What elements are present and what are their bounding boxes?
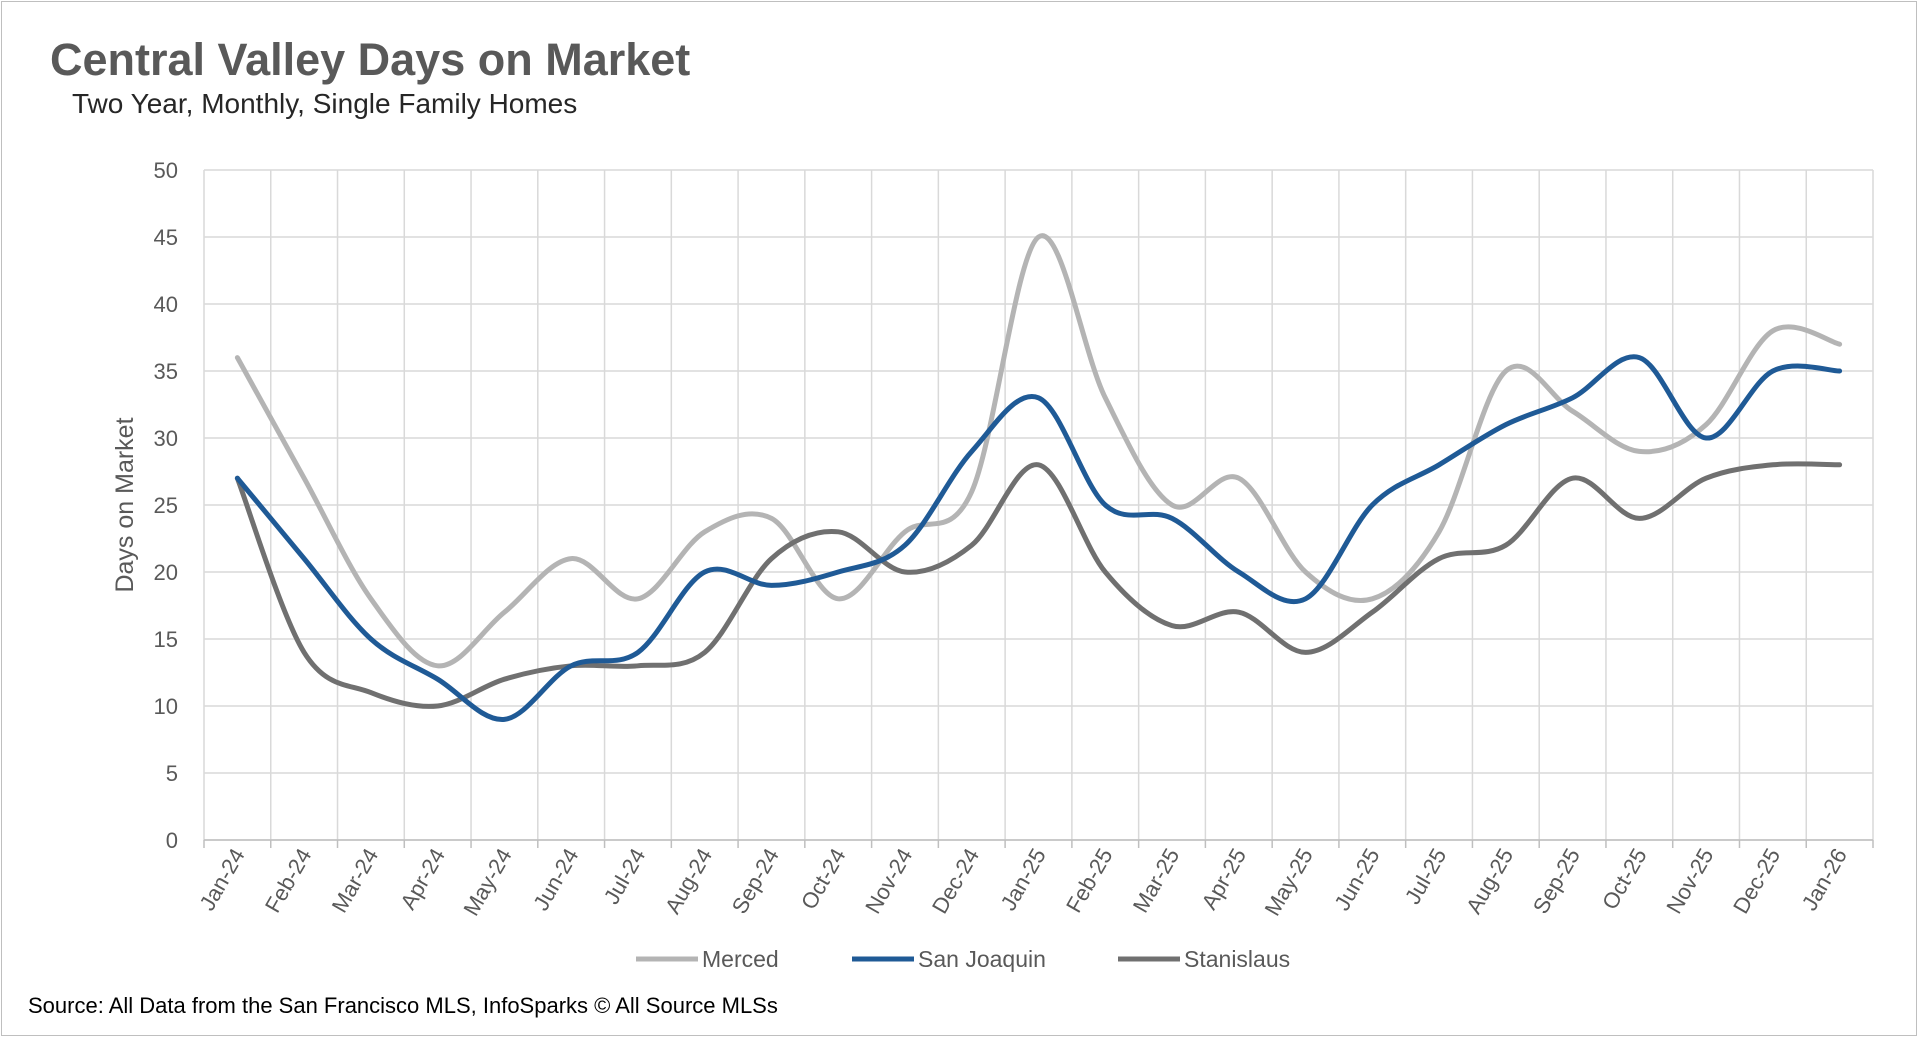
x-tick-label: Jan-25 <box>996 844 1051 915</box>
y-tick-label: 0 <box>166 828 178 853</box>
y-tick-label: 25 <box>154 493 178 518</box>
series-line-merced <box>234 233 1843 669</box>
legend-label: San Joaquin <box>918 946 1046 972</box>
x-tick-label: May-25 <box>1260 844 1318 920</box>
y-tick-label: 20 <box>154 560 178 585</box>
y-axis-label: Days on Market <box>111 417 139 592</box>
x-tick-label: Feb-25 <box>1061 844 1118 917</box>
x-tick-label: Nov-24 <box>860 844 917 918</box>
x-tick-label: Mar-24 <box>327 844 383 917</box>
x-tick-label: Oct-25 <box>1597 844 1652 914</box>
y-tick-label: 50 <box>154 158 178 183</box>
x-tick-label: Jan-26 <box>1797 844 1852 915</box>
x-tick-label: Sep-25 <box>1528 844 1585 918</box>
y-tick-label: 30 <box>154 426 178 451</box>
legend: Merced San Joaquin Stanislaus <box>636 946 1290 972</box>
y-axis-ticks: 0 5 10 15 20 25 30 35 40 45 50 <box>154 158 178 853</box>
chart-title: Central Valley Days on Market <box>50 34 691 85</box>
legend-label: Stanislaus <box>1184 946 1290 972</box>
x-tick-label: Jul-24 <box>599 844 651 908</box>
x-tick-label: Mar-25 <box>1128 844 1184 917</box>
y-tick-label: 35 <box>154 359 178 384</box>
x-tick-label: Feb-24 <box>260 844 317 917</box>
y-tick-label: 10 <box>154 694 178 719</box>
x-tick-label: Aug-25 <box>1461 844 1518 918</box>
x-tick-label: Aug-24 <box>660 844 717 918</box>
x-tick-label: Sep-24 <box>727 844 784 918</box>
y-tick-label: 40 <box>154 292 178 317</box>
legend-label: Merced <box>702 946 779 972</box>
x-tick-label: Nov-25 <box>1661 844 1718 918</box>
x-tick-label: Dec-25 <box>1728 844 1785 918</box>
x-tick-label: Jan-24 <box>194 844 249 915</box>
x-tick-label: Jun-25 <box>1329 844 1384 915</box>
source-note: Source: All Data from the San Francisco … <box>28 993 778 1018</box>
chart-subtitle: Two Year, Monthly, Single Family Homes <box>72 88 578 119</box>
x-tick-label: Jun-24 <box>528 844 583 915</box>
x-tick-label: Apr-24 <box>395 844 450 914</box>
y-tick-label: 45 <box>154 225 178 250</box>
y-tick-label: 15 <box>154 627 178 652</box>
y-tick-label: 5 <box>166 761 178 786</box>
series-line-stanislaus <box>234 461 1843 709</box>
x-axis-ticks: Jan-24 Feb-24 Mar-24 Apr-24 May-24 Jun-24 Jul-… <box>194 844 1852 920</box>
series-line-san-joaquin <box>234 354 1843 722</box>
x-tick-label: May-24 <box>458 844 516 920</box>
x-tick-label: Jul-25 <box>1400 844 1452 908</box>
x-tick-label: Oct-24 <box>796 844 851 914</box>
x-tick-label: Apr-25 <box>1196 844 1251 914</box>
x-tick-label: Dec-24 <box>927 844 984 918</box>
series-lines <box>234 233 1843 722</box>
